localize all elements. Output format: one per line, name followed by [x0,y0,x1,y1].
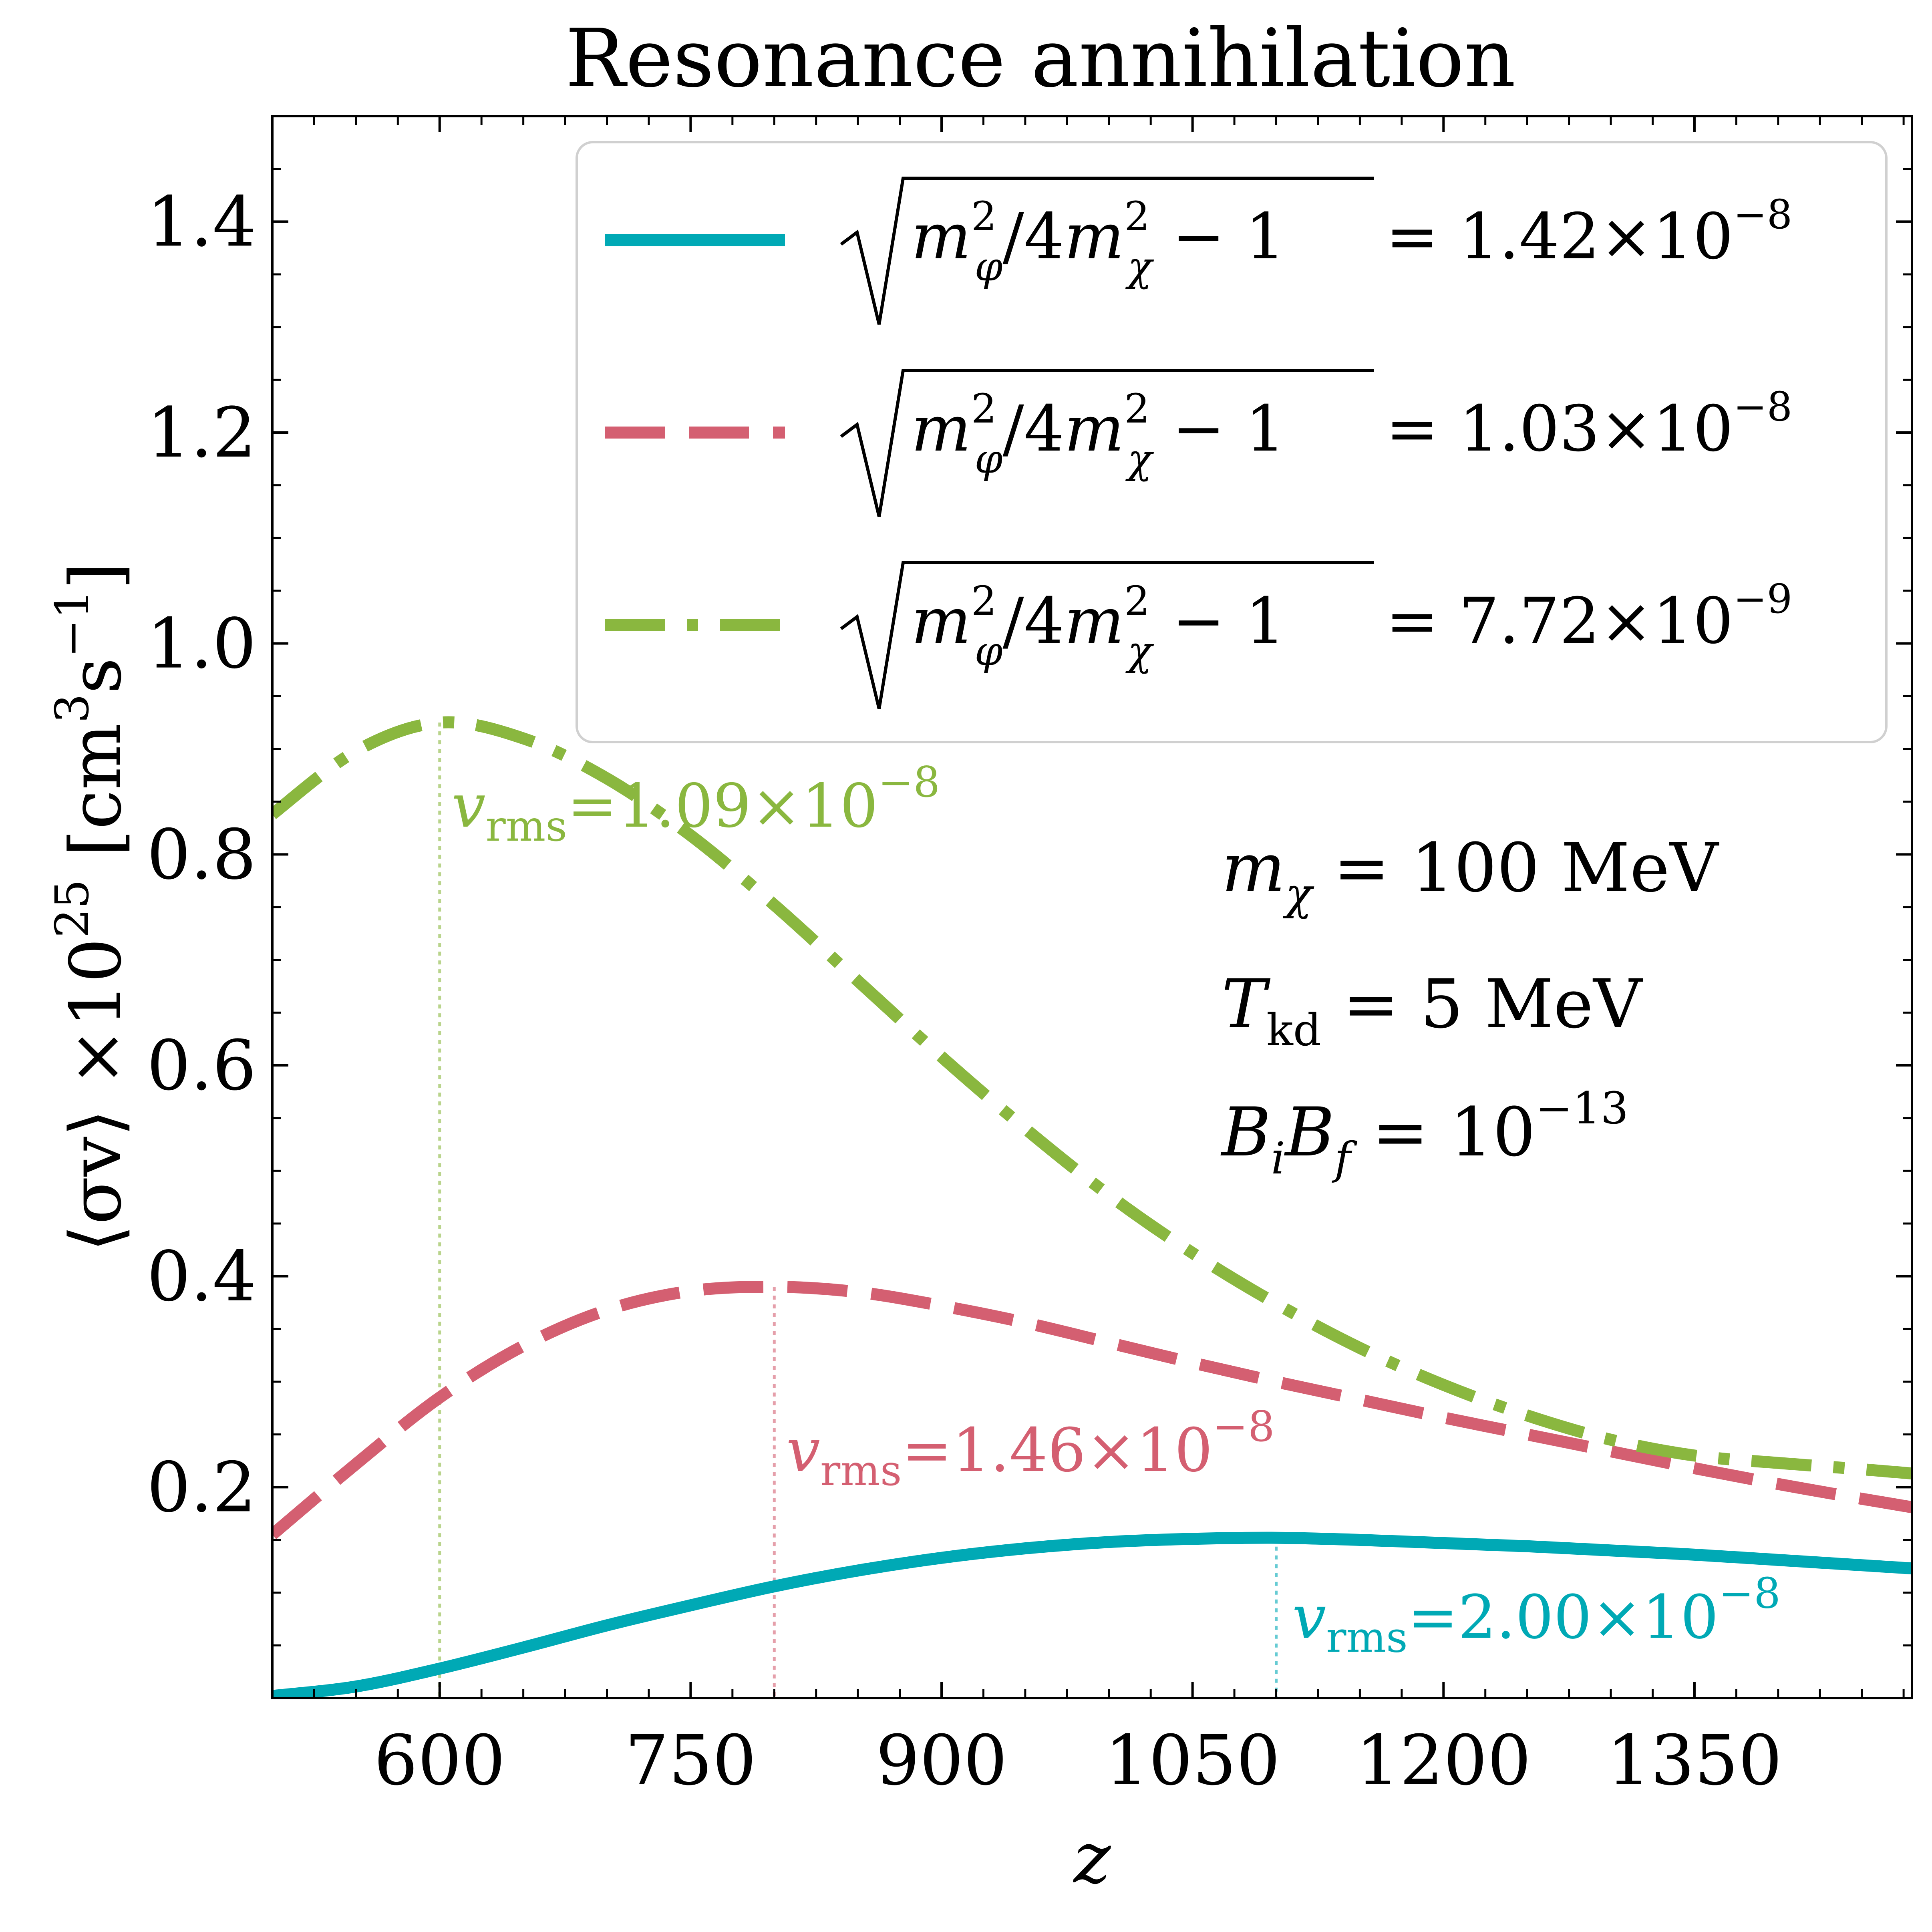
x-axis-label: z [1073,1817,1111,1899]
y-axis-label: ⟨σv⟩ ×1025 [cm3s−1] [46,562,137,1252]
annotation-kinetic-decoupling: Tkd = 5 MeV [1222,965,1643,1056]
x-tick-label: 1050 [1105,1720,1280,1801]
x-tick-label: 1350 [1607,1720,1782,1801]
peak-label-2: vrms=1.09×10−8 [452,758,940,851]
legend-sqrt-sign [840,369,1374,517]
legend-label-2: m2 φ/4m2 χ − 1 = 7.72×10−9 [911,576,1792,674]
peak-label-1: vrms=1.46×10−8 [786,1402,1274,1495]
annotation-mass: mχ = 100 MeV [1222,829,1719,920]
x-tick-label: 750 [625,1720,756,1801]
legend-box [576,141,1888,743]
x-tick-label: 1200 [1356,1720,1531,1801]
series-line-0 [272,1532,1912,1698]
x-tick-label: 600 [374,1720,505,1801]
y-tick-label: 1.0 [147,604,256,684]
legend-sqrt-sign [840,561,1374,709]
y-tick-label: 0.8 [147,814,256,895]
parameter-annotation: mχ = 100 MeV Tkd = 5 MeV BiBf = 10−13 [1220,829,1719,1184]
x-tick-label: 900 [876,1720,1007,1801]
series-line-1 [272,1280,1912,1540]
annotation-branching: BiBf = 10−13 [1220,1083,1628,1184]
ticks-layer: 600 750 900 1050 1200 1350 0.2 0.4 0.6 0.8 1.0 1.2 1… [147,116,1912,1801]
chart-title: Resonance annihilation [565,12,1515,105]
legend-sqrt-sign [840,177,1374,325]
series-layer [272,716,1912,1698]
y-tick-label: 1.4 [147,181,256,262]
plot-frame [271,115,1913,1699]
legend: m2 φ/4m2 χ − 1 = 1.42×10−8 m2 φ/4m2 χ − 1 = 1… [576,141,1888,743]
series-line-2 [272,716,1912,1480]
legend-label-0: m2 φ/4m2 χ − 1 = 1.42×10−8 [911,191,1792,290]
legend-label-1: m2 φ/4m2 χ − 1 = 1.03×10−8 [911,383,1792,482]
y-tick-label: 0.2 [147,1447,256,1527]
y-tick-label: 1.2 [147,392,256,473]
y-tick-label: 0.6 [147,1025,256,1106]
y-tick-label: 0.4 [147,1236,256,1317]
peak-label-0: vrms=2.00×10−8 [1292,1569,1781,1662]
